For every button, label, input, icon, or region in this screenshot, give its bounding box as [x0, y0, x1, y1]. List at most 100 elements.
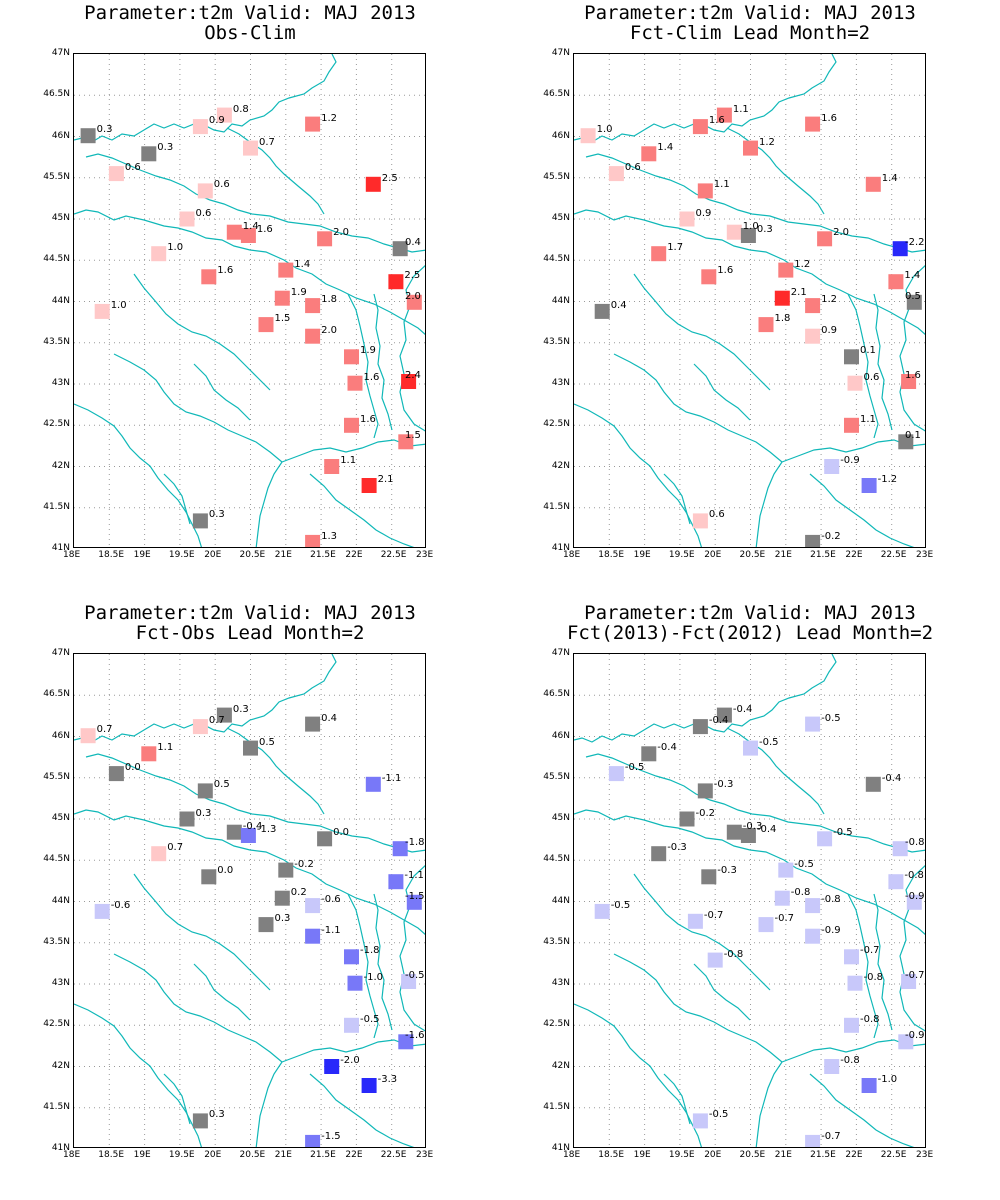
border-line	[574, 209, 925, 336]
lat-tick-label: 46.5N	[543, 689, 570, 700]
station-marker	[892, 841, 908, 857]
station-marker	[240, 228, 256, 243]
border-line	[309, 1073, 415, 1147]
station-value-label: 1.0	[110, 299, 127, 311]
station-marker	[197, 183, 213, 199]
station-value-label: 1.4	[904, 270, 921, 282]
lat-tick-label: 45N	[51, 813, 70, 823]
station-marker	[778, 262, 794, 278]
lat-tick-label: 44.5N	[543, 854, 570, 865]
border-line	[633, 273, 771, 391]
station-marker	[774, 290, 790, 306]
station-value-label: -0.8	[860, 1013, 880, 1025]
station-marker	[824, 1059, 840, 1074]
station-value-label: -1.8	[360, 945, 380, 957]
station-marker	[701, 269, 717, 285]
station-value-label: 1.0	[742, 220, 759, 232]
station-marker	[141, 746, 157, 762]
lat-tick-label: 42N	[551, 460, 570, 471]
station-value-label: 1.6	[256, 224, 273, 235]
station-value-label: 0.0	[333, 827, 349, 839]
station-value-label: 1.0	[596, 124, 613, 136]
station-value-label: -0.8	[821, 894, 841, 906]
station-value-label: -0.5	[405, 970, 425, 981]
station-marker	[743, 740, 758, 756]
lon-tick-label: 20E	[204, 550, 222, 560]
border-line	[809, 473, 915, 547]
station-value-label: 2.4	[405, 370, 421, 381]
lat-tick-label: 43.5N	[43, 936, 70, 947]
station-value-label: 0.0	[217, 865, 234, 877]
station-value-label: -0.4	[657, 742, 677, 754]
station-value-label: 0.7	[259, 136, 275, 148]
station-marker	[697, 783, 713, 799]
station-marker	[240, 828, 256, 843]
station-marker	[388, 874, 404, 890]
station-marker	[151, 846, 167, 862]
station-value-label: -0.5	[610, 899, 631, 911]
station-marker	[401, 974, 417, 989]
lon-tick-label: 19E	[633, 550, 651, 560]
station-value-label: 0.3	[157, 142, 174, 154]
station-value-label: 2.5	[404, 270, 421, 282]
station-marker	[226, 824, 242, 840]
lon-tick-label: 20E	[704, 550, 722, 560]
lat-tick-label: 46N	[51, 730, 70, 741]
station-value-label: 1.1	[732, 103, 749, 115]
lat-tick-label: 42N	[51, 460, 70, 471]
station-marker	[847, 975, 863, 991]
border-line	[373, 293, 393, 431]
border-line	[574, 403, 703, 547]
station-value-label: 0.3	[96, 124, 113, 136]
station-value-label: 0.1	[905, 430, 921, 442]
lon-tick-label: 21.5E	[310, 1150, 336, 1160]
station-marker	[778, 862, 794, 878]
station-value-label: 0.6	[213, 179, 230, 191]
station-value-label: 1.4	[242, 220, 259, 232]
station-value-label: 0.5	[213, 779, 230, 791]
station-value-label: 1.4	[294, 258, 311, 270]
station-value-label: 0.6	[195, 207, 212, 219]
station-marker	[824, 459, 840, 474]
station-marker	[641, 746, 657, 762]
station-value-label: 0.7	[167, 842, 184, 854]
station-value-label: -0.8	[723, 948, 744, 960]
station-value-label: 0.9	[695, 207, 712, 219]
lon-tick-label: 19E	[133, 1150, 151, 1160]
station-marker	[651, 846, 667, 862]
station-value-label: -0.5	[759, 736, 779, 748]
border-line	[74, 403, 203, 547]
lat-tick-label: 42.5N	[43, 1019, 70, 1030]
lat-tick-label: 42.5N	[543, 419, 570, 430]
station-value-label: 0.1	[860, 345, 876, 357]
lon-tick-label: 20.5E	[739, 550, 766, 560]
station-value-label: -0.9	[905, 890, 925, 902]
border-line	[347, 893, 379, 1039]
station-marker	[687, 913, 703, 929]
station-value-label: 0.3	[208, 1109, 225, 1121]
station-value-label: 1.2	[794, 258, 811, 270]
station-value-label: 1.6	[905, 370, 921, 381]
border-line	[133, 273, 271, 391]
panel-title-line2: Fct-Clim Lead Month=2	[629, 22, 871, 44]
border-line	[74, 209, 425, 336]
station-value-label: 1.6	[363, 371, 380, 383]
border-line	[133, 873, 271, 991]
station-marker	[151, 246, 167, 262]
station-value-label: -1.8	[405, 837, 425, 849]
station-value-label: 1.2	[759, 136, 775, 148]
border-line	[726, 127, 825, 215]
station-marker	[243, 140, 258, 156]
station-marker	[80, 128, 96, 144]
lat-tick-label: 47N	[551, 648, 570, 658]
lon-tick-label: 21.5E	[810, 550, 836, 560]
station-marker	[179, 211, 195, 227]
border-line	[373, 893, 393, 1031]
border-line	[255, 1061, 283, 1147]
station-marker	[774, 890, 790, 906]
lat-tick-label: 45N	[551, 213, 570, 223]
station-marker	[197, 783, 213, 799]
border-line	[693, 963, 751, 1021]
station-value-label: -0.5	[794, 858, 814, 870]
station-value-label: -0.4	[756, 824, 777, 835]
